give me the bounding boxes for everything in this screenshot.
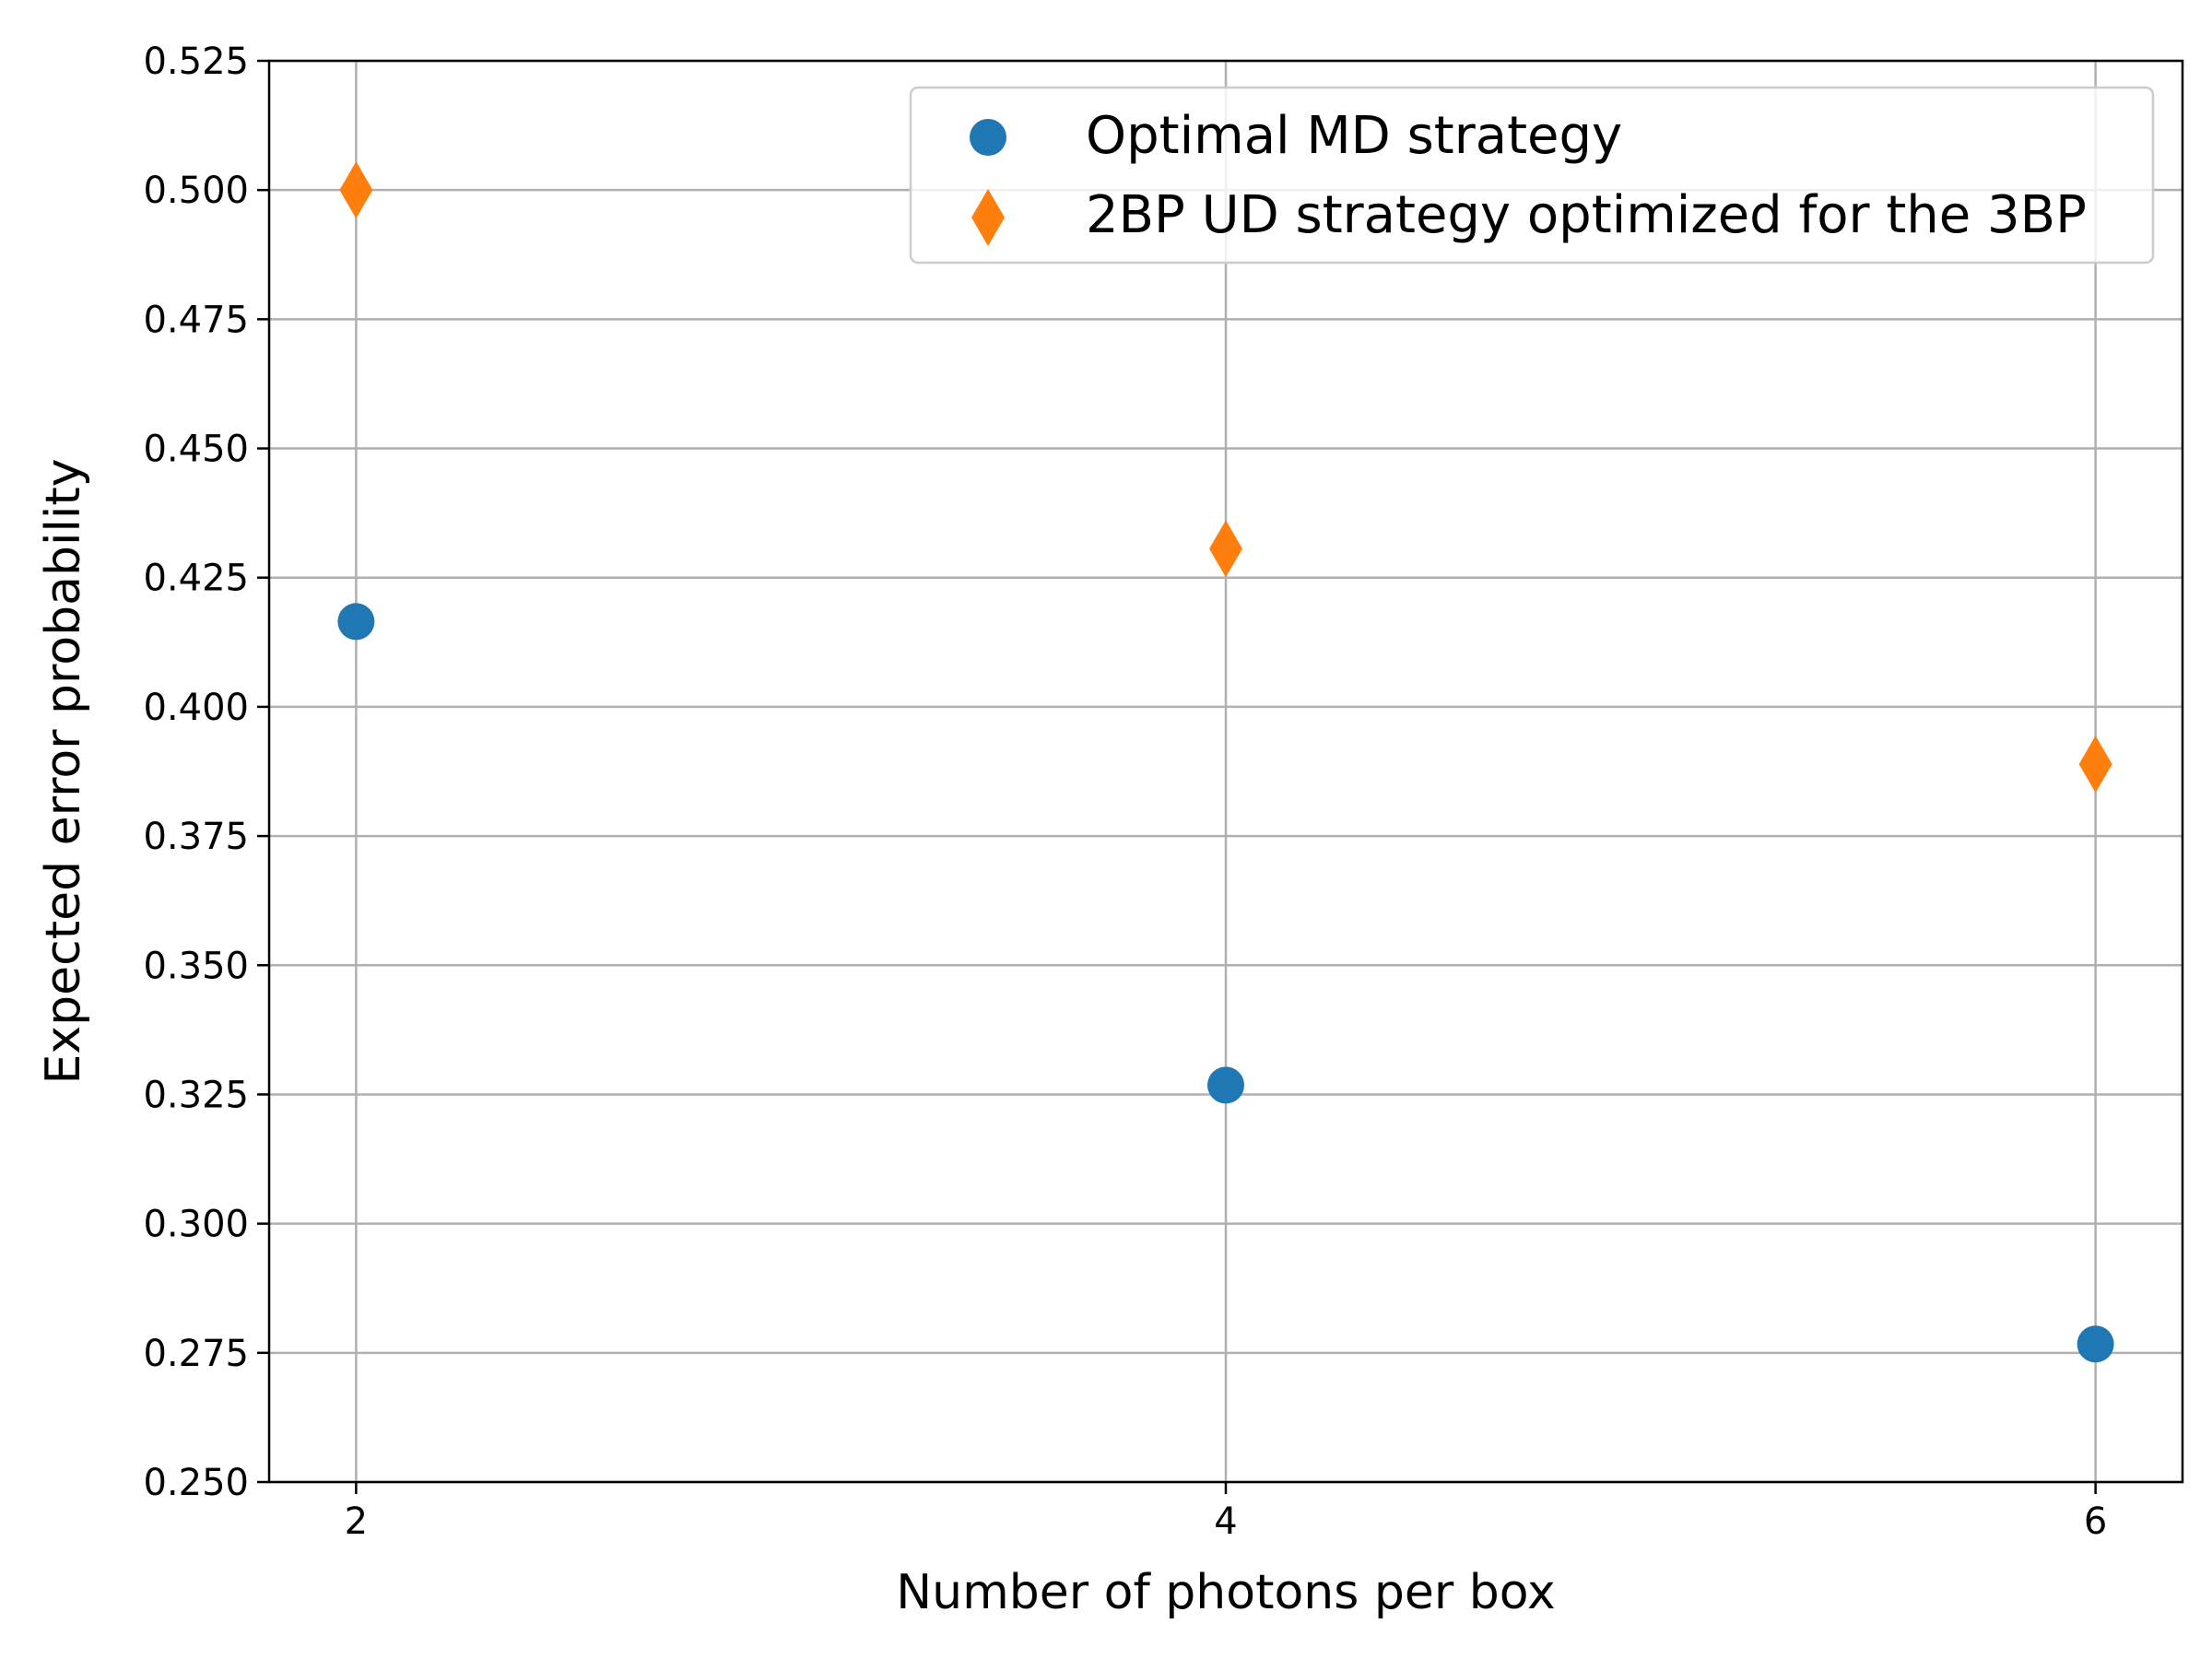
y-tick-label: 0.325 — [143, 1074, 249, 1116]
y-tick-label: 0.500 — [143, 170, 249, 212]
plot-frame — [267, 59, 2184, 1484]
y-tick-label: 0.350 — [143, 945, 249, 987]
y-tick-label: 0.475 — [143, 299, 249, 341]
x-tick-label: 2 — [345, 1500, 368, 1543]
y-tick-label: 0.300 — [143, 1204, 249, 1246]
md-point — [337, 603, 375, 641]
md-point — [1207, 1066, 1244, 1104]
ud-point — [1209, 520, 1242, 578]
y-tick-label: 0.375 — [143, 816, 249, 858]
ud-point — [2078, 735, 2112, 794]
y-tick-label: 0.400 — [143, 687, 249, 729]
legend-marker-optimal-md — [970, 119, 1006, 156]
legend: Optimal MD strategy 2BP UD strategy opti… — [909, 86, 2155, 265]
legend-label-2bp-ud: 2BP UD strategy optimized for the 3BP — [1086, 185, 2087, 245]
x-tick-label: 6 — [2084, 1500, 2107, 1543]
x-axis-label: Number of photons per box — [896, 1565, 1556, 1620]
y-tick-label: 0.450 — [143, 429, 249, 471]
axis-ticks: 2 4 6 0.250 0.275 0.300 0.325 0.350 0.375 0.400 0.… — [143, 41, 2107, 1543]
legend-marker-2bp-ud — [971, 189, 1005, 246]
legend-label-optimal-md: Optimal MD strategy — [1086, 106, 1622, 166]
legend-box — [909, 86, 2155, 265]
x-tick-label: 4 — [1214, 1500, 1237, 1543]
y-tick-label: 0.250 — [143, 1462, 249, 1504]
ud-point — [339, 161, 373, 219]
y-axis-label: Expected error probability — [36, 459, 91, 1085]
y-tick-label: 0.275 — [143, 1333, 249, 1375]
y-tick-label: 0.425 — [143, 558, 249, 600]
data-points — [337, 161, 2114, 1363]
y-tick-label: 0.525 — [143, 41, 249, 83]
md-point — [2077, 1325, 2114, 1363]
